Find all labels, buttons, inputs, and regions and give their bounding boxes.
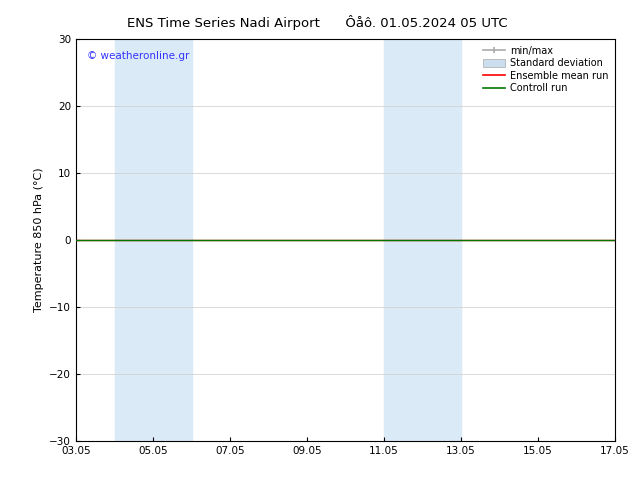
Text: ENS Time Series Nadi Airport      Ôåô. 01.05.2024 05 UTC: ENS Time Series Nadi Airport Ôåô. 01.05.… (127, 15, 507, 30)
Legend: min/max, Standard deviation, Ensemble mean run, Controll run: min/max, Standard deviation, Ensemble me… (481, 44, 610, 95)
Text: © weatheronline.gr: © weatheronline.gr (87, 51, 189, 61)
Bar (115, 39, 191, 441)
Y-axis label: Temperature 850 hPa (°C): Temperature 850 hPa (°C) (34, 168, 44, 313)
Bar (384, 39, 461, 441)
